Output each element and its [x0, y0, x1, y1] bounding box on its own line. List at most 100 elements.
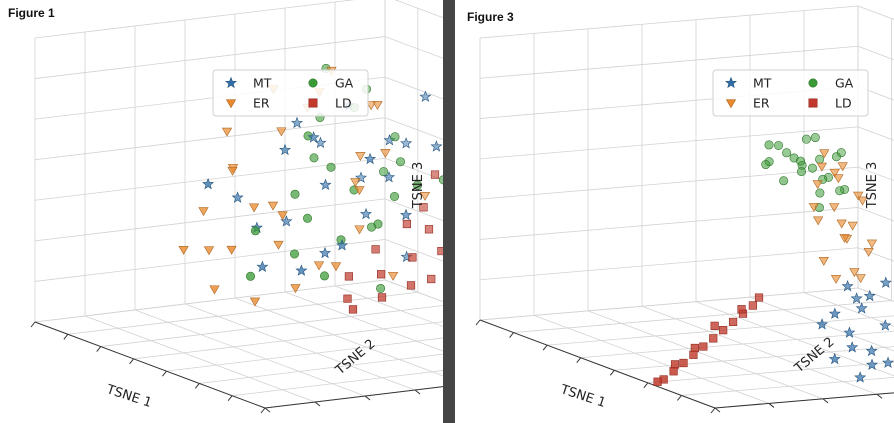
point-MT: [295, 264, 308, 276]
x-axis-tick: [96, 346, 102, 352]
point-LD: [402, 219, 411, 229]
point-MT: [863, 289, 876, 302]
y-axis-tick: [714, 407, 721, 413]
point-LD: [430, 170, 440, 179]
point-LD: [343, 294, 352, 303]
point-GA: [835, 186, 845, 196]
point-GA: [438, 175, 443, 185]
point-LD: [377, 293, 387, 302]
point-LD: [427, 274, 436, 284]
legend-box: [212, 69, 369, 117]
grid-line: [384, 117, 443, 140]
point-LD: [728, 317, 738, 327]
grid-line: [695, 301, 894, 377]
point-MT: [202, 177, 215, 190]
point-ER: [226, 245, 237, 255]
point-GA: [246, 271, 256, 281]
x-axis-tick: [643, 382, 649, 389]
point-MT: [879, 319, 892, 331]
point-ER: [372, 101, 383, 111]
point-GA: [796, 156, 806, 166]
grid-panes: [34, 0, 443, 409]
y-axis-line: [264, 386, 443, 409]
point-GA: [412, 180, 422, 190]
point-LD: [699, 342, 708, 351]
x-axis-tick: [576, 357, 582, 364]
x-axis-tick: [677, 395, 682, 401]
point-GA: [807, 163, 817, 173]
data-points: [178, 63, 443, 314]
grid-line: [34, 239, 386, 282]
point-MT: [355, 171, 367, 183]
grid-line: [34, 0, 356, 39]
legend: MT GA ER LD: [712, 69, 869, 117]
grid-line: [587, 310, 824, 400]
point-MT: [816, 318, 829, 330]
point-MT: [430, 140, 443, 152]
point-MT: [846, 341, 859, 353]
grid-line: [513, 300, 892, 333]
point-LD: [408, 253, 417, 262]
point-LD: [653, 377, 662, 386]
grid-line: [479, 287, 859, 321]
point-ER: [221, 127, 233, 137]
legend-label-LD: LD: [335, 96, 352, 111]
legend-marker-ER: [225, 99, 237, 109]
point-ER: [855, 274, 866, 284]
y-axis-tick: [822, 398, 829, 404]
point-ER: [847, 221, 858, 231]
legend-label-ER: ER: [753, 96, 770, 111]
point-GA: [309, 153, 319, 163]
grid-line: [749, 296, 894, 352]
point-ER: [249, 297, 261, 307]
x-axis-tick: [509, 332, 514, 338]
point-MT: [879, 276, 892, 288]
grid-line: [84, 315, 316, 403]
point-ER: [849, 268, 860, 278]
point-GA: [815, 154, 825, 164]
grid-line: [232, 370, 443, 397]
grid-line: [647, 361, 894, 384]
point-MT: [866, 358, 879, 370]
y-axis-tick: [314, 401, 321, 407]
grid-line: [384, 36, 443, 59]
point-MT: [854, 371, 867, 383]
point-ER: [209, 285, 220, 295]
point-ER: [277, 211, 288, 221]
point-ER: [866, 239, 878, 249]
y-axis-tick: [768, 403, 775, 408]
point-ER: [833, 174, 844, 184]
x-axis-line: [479, 319, 716, 409]
grid-line: [166, 337, 443, 372]
point-ER: [365, 101, 377, 111]
y-axis-label: TSNE 2: [791, 335, 837, 377]
grid-line: [34, 157, 386, 201]
point-ER: [839, 234, 850, 244]
point-MT: [231, 191, 244, 203]
point-LD: [669, 367, 678, 376]
point-ER: [273, 240, 284, 250]
point-LD: [710, 321, 719, 330]
legend-marker-MT: [225, 76, 237, 89]
grid-line: [547, 315, 894, 346]
point-ER: [857, 196, 868, 206]
point-ER: [836, 219, 847, 229]
point-MT: [360, 207, 372, 220]
grid-line: [234, 297, 443, 377]
point-ER: [419, 192, 431, 201]
point-ER: [313, 261, 325, 271]
grid-line: [641, 305, 878, 395]
point-GA: [302, 213, 312, 223]
grid-line: [479, 207, 859, 240]
point-LD: [437, 246, 443, 256]
point-LD: [689, 350, 698, 359]
point-GA: [326, 162, 336, 172]
point-LD: [419, 203, 428, 212]
legend-label-GA: GA: [835, 76, 854, 91]
y-axis-line: [714, 392, 894, 409]
point-LD: [719, 326, 728, 335]
point-ER: [830, 275, 842, 284]
point-GA: [779, 176, 789, 186]
point-GA: [319, 271, 329, 281]
x-axis-tick: [475, 319, 481, 326]
